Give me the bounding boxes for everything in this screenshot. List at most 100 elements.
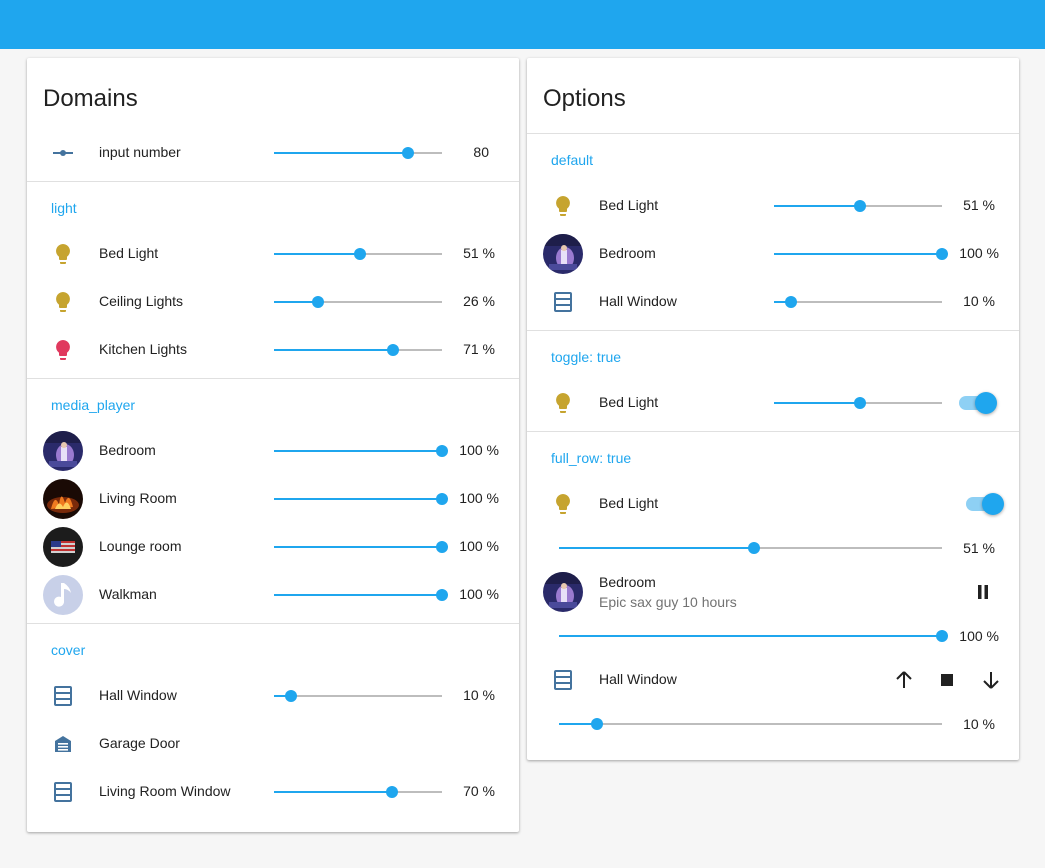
row-value: 10 % [963,293,995,309]
slider-knob[interactable] [936,248,948,260]
row-value: 51 % [963,540,995,556]
row-value: 100 % [459,586,499,602]
bedroom-artwork [43,431,83,471]
slider-knob[interactable] [748,542,761,554]
row-value: 70 % [463,783,495,799]
row-name: Ceiling Lights [99,293,184,309]
light-row-bed-light: Bed Light 51 % [27,230,519,278]
divider [27,181,519,182]
options-card: Options default Bed Light 51 % Bedroom 1… [527,58,1019,760]
slider-knob[interactable] [853,200,866,212]
lightbulb-icon [43,330,83,370]
pause-icon[interactable] [971,580,995,604]
row-name: Bed Light [99,245,159,261]
input-number-row: input number 80 [27,129,519,177]
light-row-ceiling-lights: Ceiling Lights 26 % [27,278,519,326]
full-row-hall-window: Hall Window [527,656,1019,704]
card-title: Domains [43,85,138,112]
slider-knob[interactable] [387,344,400,356]
lightbulb-icon [543,186,583,226]
slider-knob[interactable] [402,147,415,159]
section-full-row: full_row: true [551,450,632,466]
row-name: Living Room [99,490,177,506]
arrow-down-icon[interactable] [979,668,1003,692]
bedroom-artwork [543,234,583,274]
row-value: 10 % [463,687,495,703]
slider-knob[interactable] [436,589,448,601]
slider-knob[interactable] [353,248,366,260]
arrow-up-icon[interactable] [892,668,916,692]
slider-knob[interactable] [436,493,448,505]
volume-slider[interactable] [274,589,448,601]
stop-icon[interactable] [935,668,959,692]
row-value: 51 % [463,245,495,261]
row-name: Lounge room [99,538,182,554]
slider-knob[interactable] [311,296,324,308]
row-name: Kitchen Lights [99,341,187,357]
media-row-walkman: Walkman 100 % [27,571,519,619]
slider-knob[interactable] [385,786,398,798]
window-shutter-icon [543,282,583,322]
divider [527,431,1019,432]
row-name: Bed Light [599,394,659,410]
volume-slider[interactable] [274,493,448,505]
position-slider[interactable] [774,296,942,308]
row-value: 100 % [459,442,499,458]
row-value: 100 % [959,628,999,644]
volume-slider[interactable] [559,630,948,642]
full-row-bed-light: Bed Light [527,480,1019,528]
slider-knob[interactable] [936,630,948,642]
row-value: 100 % [459,538,499,554]
brightness-slider[interactable] [274,344,442,356]
row-name: Walkman [99,586,157,602]
lightbulb-icon [543,383,583,423]
lightbulb-icon [543,484,583,524]
row-value: 26 % [463,293,495,309]
divider [527,330,1019,331]
slider-knob[interactable] [853,397,866,409]
card-title: Options [543,85,626,112]
ray-vertex-icon [43,133,83,173]
input-number-slider[interactable] [274,147,442,159]
cover-row-hall-window: Hall Window 10 % [27,672,519,720]
brightness-slider[interactable] [559,542,942,554]
position-slider[interactable] [274,786,442,798]
divider [527,133,1019,134]
brightness-slider[interactable] [274,248,442,260]
volume-slider[interactable] [774,248,948,260]
row-value: 71 % [463,341,495,357]
position-slider[interactable] [559,718,942,730]
volume-slider[interactable] [274,541,448,553]
volume-slider[interactable] [274,445,448,457]
window-shutter-icon [43,772,83,812]
flag-artwork [43,527,83,567]
position-slider[interactable] [274,690,442,702]
slider-knob[interactable] [284,690,297,702]
row-value: 100 % [459,490,499,506]
window-shutter-icon [543,660,583,700]
toggle-switch[interactable] [959,392,997,414]
row-name: Bed Light [599,495,659,511]
slider-knob[interactable] [591,718,604,730]
row-name: Hall Window [99,687,177,703]
slider-knob[interactable] [436,445,448,457]
default-row-hall-window: Hall Window 10 % [527,278,1019,326]
app-header [0,0,1045,49]
brightness-slider[interactable] [274,296,442,308]
brightness-slider[interactable] [774,397,942,409]
row-value: 10 % [963,716,995,732]
media-row-bedroom: Bedroom 100 % [27,427,519,475]
divider [27,623,519,624]
section-light: light [51,200,77,216]
lightbulb-icon [43,282,83,322]
slider-knob[interactable] [784,296,797,308]
brightness-slider[interactable] [774,200,942,212]
row-name: input number [99,144,181,160]
section-toggle: toggle: true [551,349,622,365]
slider-knob[interactable] [436,541,448,553]
section-default: default [551,152,594,168]
row-name: Living Room Window [99,783,231,799]
section-media-player: media_player [51,397,136,413]
toggle-switch[interactable] [966,493,1004,515]
bedroom-artwork [543,572,583,612]
